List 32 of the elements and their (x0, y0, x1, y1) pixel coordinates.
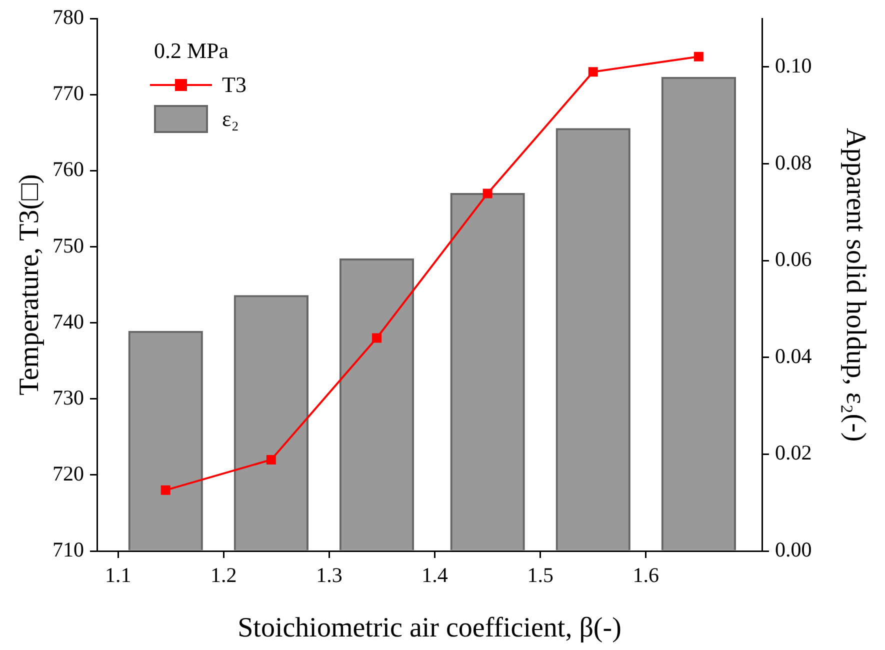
x-axis-title: Stoichiometric air coefficient, β(-) (238, 612, 622, 644)
x-tick-label: 1.2 (210, 563, 237, 588)
y-tick-label: 770 (52, 81, 84, 106)
legend-title: 0.2 MPa (154, 37, 230, 65)
y2-tick-label: 0.10 (775, 54, 812, 78)
y2-tick-label: 0.06 (775, 247, 812, 272)
y-tick-label: 730 (52, 385, 84, 410)
y-tick-label: 710 (52, 538, 84, 562)
point (372, 333, 382, 343)
point (160, 485, 170, 495)
point (482, 188, 492, 198)
legend-label: T3 (222, 71, 246, 99)
x-tick-label: 1.3 (316, 563, 342, 588)
y-tick-label: 760 (52, 157, 84, 182)
y2-tick-label: 0.08 (775, 150, 812, 174)
y2-tick-label: 0.04 (775, 344, 812, 368)
y-tick-label: 740 (52, 309, 84, 334)
point (694, 52, 704, 62)
y-axis-title: Temperature, T3(□) (14, 174, 46, 396)
legend-label: ε₂ (222, 105, 239, 133)
y-tick-label: 720 (52, 461, 84, 486)
y2-axis-title: Apparent solid holdup, ε₂(-) (840, 128, 871, 442)
point (266, 454, 276, 464)
x-tick-label: 1.1 (104, 563, 132, 588)
x-tick-label: 1.5 (527, 563, 554, 588)
point (588, 67, 598, 77)
y2-tick-label: 0.00 (775, 538, 812, 562)
x-tick-label: 1.6 (632, 563, 660, 588)
y-tick-label: 780 (52, 5, 84, 30)
y-tick-label: 750 (52, 233, 84, 258)
x-tick-label: 1.4 (422, 563, 448, 588)
y2-tick-label: 0.02 (775, 440, 812, 465)
